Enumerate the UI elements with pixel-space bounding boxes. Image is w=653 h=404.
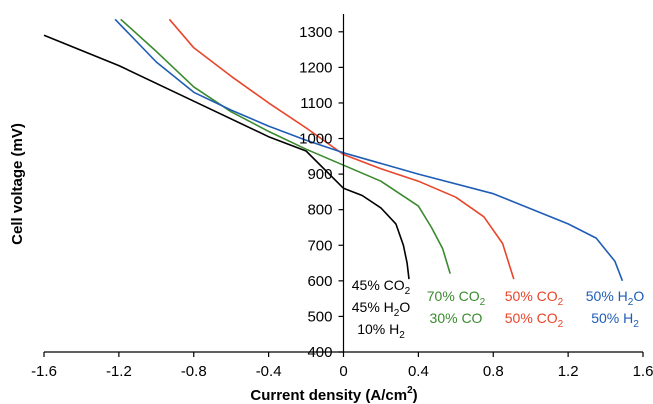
- y-tick-label: 600: [307, 273, 332, 290]
- x-tick-label: 0.8: [483, 363, 504, 380]
- ticks-layer: [43, 31, 644, 357]
- y-tick-label: 1100: [300, 95, 332, 112]
- series-line-2: [120, 18, 451, 274]
- tick-labels-layer: -1.6 -1.2 -0.8 -0.4 0 0.4 0.8 1.2 1.6 400 500 600 70…: [31, 24, 653, 380]
- y-tick-label: 1200: [299, 59, 332, 76]
- composition-label: 50% H2: [591, 310, 639, 330]
- composition-label: 45% CO2: [352, 277, 411, 297]
- x-tick-label: -1.6: [31, 363, 57, 380]
- x-axis-title: Current density (A/cm2): [250, 385, 417, 404]
- x-tick-label: 1.2: [558, 363, 579, 380]
- series-layer: [43, 18, 624, 282]
- composition-label: 50% CO2: [505, 288, 564, 308]
- x-tick-label: 0: [339, 363, 347, 380]
- x-tick-label: 1.6: [633, 363, 653, 380]
- series-line-3: [168, 18, 515, 280]
- composition-label: 70% CO2: [427, 288, 486, 308]
- x-axis-title-text: Current density (A/cm: [250, 387, 407, 404]
- series-line-1: [43, 34, 410, 280]
- composition-label: 50% CO2: [505, 310, 564, 330]
- y-tick-label: 1300: [299, 24, 332, 41]
- x-axis-title-sup: 2: [407, 385, 413, 396]
- x-axis-title-tail: ): [413, 387, 418, 404]
- y-tick-label: 700: [307, 237, 332, 254]
- x-tick-label: -0.4: [256, 363, 282, 380]
- composition-label: 30% CO: [430, 310, 483, 326]
- y-tick-label: 800: [307, 202, 332, 219]
- composition-label: 10% H2: [357, 321, 405, 341]
- x-tick-label: -0.8: [181, 363, 207, 380]
- series-line-4: [114, 18, 624, 282]
- y-tick-label: 500: [307, 308, 332, 325]
- y-tick-label: 1000: [299, 131, 332, 148]
- x-tick-label: -1.2: [106, 363, 132, 380]
- y-tick-label: 400: [307, 344, 332, 361]
- x-tick-label: 0.4: [408, 363, 429, 380]
- composition-label: 45% H2O: [352, 299, 411, 319]
- composition-label: 50% H2O: [586, 288, 645, 308]
- y-tick-label: 900: [307, 166, 332, 183]
- y-axis-title: Cell voltage (mV): [9, 123, 26, 245]
